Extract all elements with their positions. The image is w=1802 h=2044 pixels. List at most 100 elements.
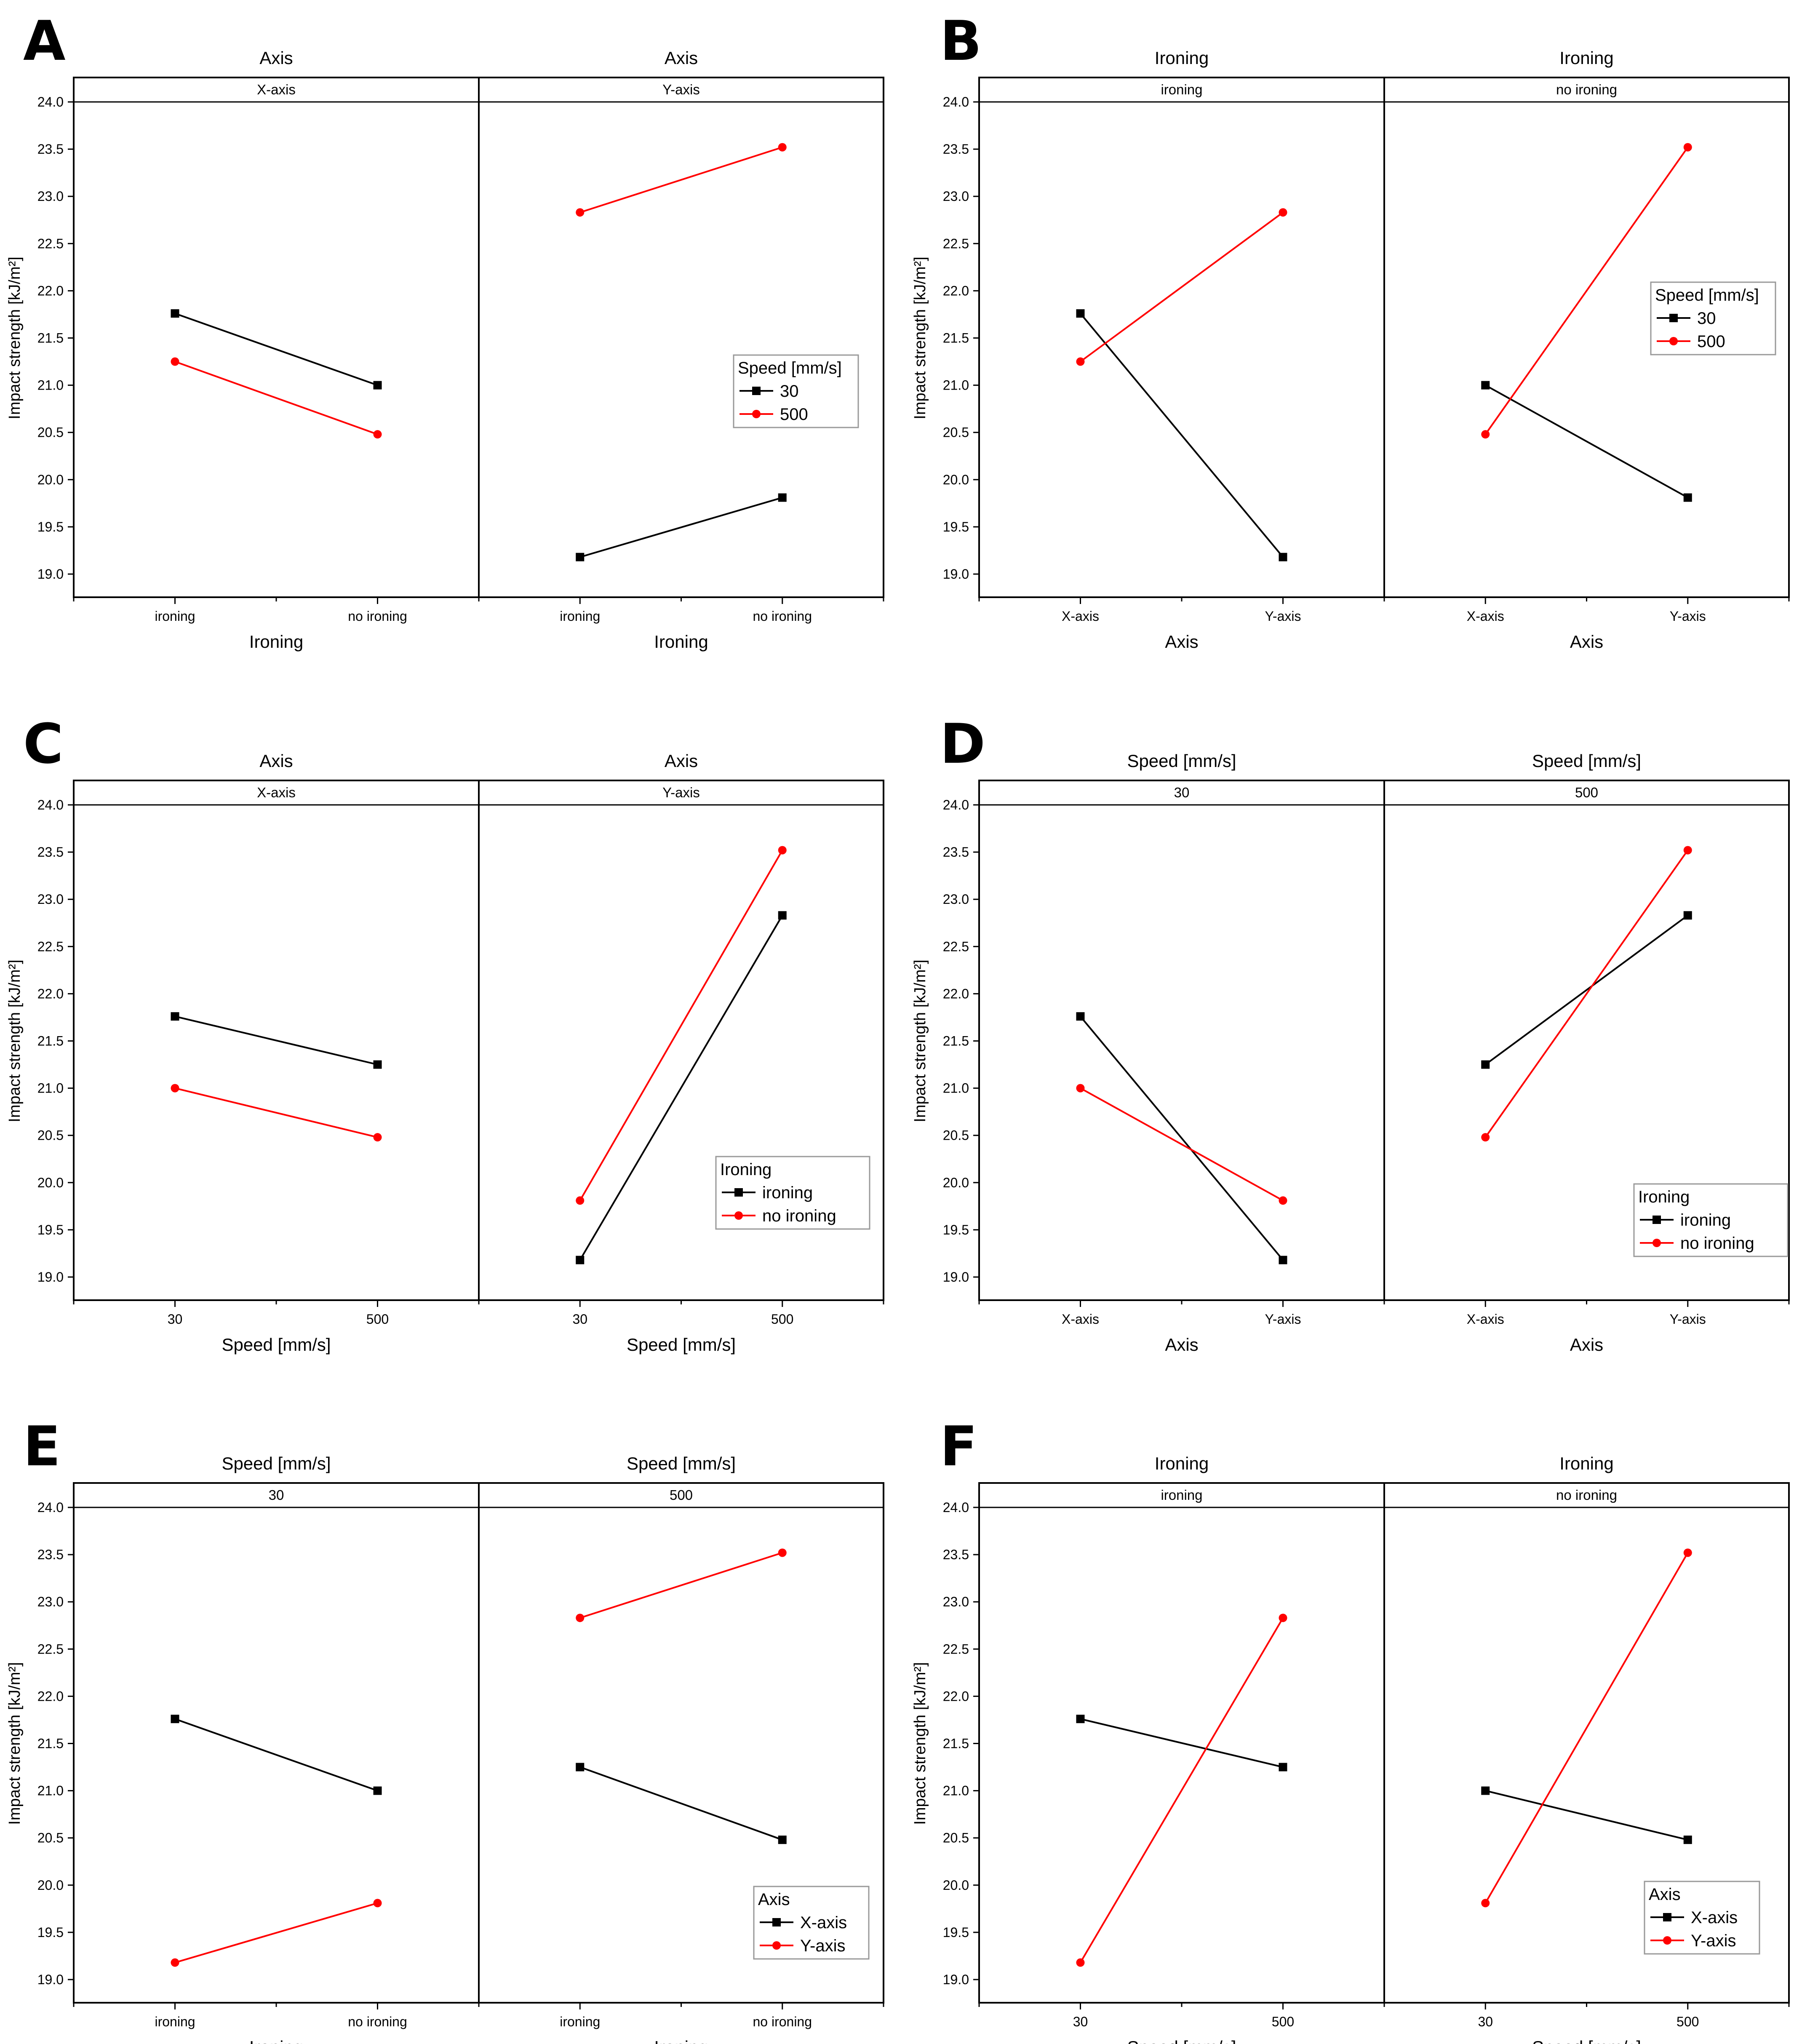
legend-entry: no ironing [762, 1207, 836, 1225]
data-point [1279, 208, 1287, 217]
data-point [171, 1012, 179, 1021]
legend-marker [772, 1918, 781, 1926]
y-tick-label: 21.5 [943, 1034, 969, 1049]
x-axis-label: Ironing [249, 2037, 303, 2044]
data-point [1076, 309, 1085, 318]
data-point [1683, 143, 1692, 152]
data-point [1683, 1836, 1692, 1844]
data-point [576, 553, 585, 561]
y-axis-label: Impact strength [kJ/m²] [6, 959, 24, 1122]
panel-letter: B [940, 9, 982, 73]
y-tick-label: 23.0 [37, 1594, 64, 1609]
facet-title: Speed [mm/s] [627, 1454, 736, 1473]
y-tick-label: 21.5 [943, 1736, 969, 1751]
y-axis-label: Impact strength [kJ/m²] [911, 1662, 929, 1825]
x-tick-label: ironing [155, 2014, 195, 2029]
legend: Speed [mm/s] 30 500 [1650, 281, 1776, 355]
x-tick-label: 30 [1478, 2014, 1493, 2029]
series-line-ironing [1079, 1015, 1284, 1261]
data-point [171, 1958, 179, 1967]
y-tick-label: 24.0 [37, 1500, 64, 1515]
facet-strip-label: X-axis [257, 785, 296, 800]
y-tick-label: 24.0 [943, 94, 969, 110]
legend-title: Axis [758, 1890, 790, 1909]
x-tick-label: no ironing [348, 609, 407, 624]
legend-title: Speed [mm/s] [738, 359, 842, 377]
legend-marker [734, 1188, 743, 1197]
facet-strip-label: Y-axis [662, 82, 700, 97]
y-tick-label: 20.0 [943, 1878, 969, 1893]
series-line-30 [174, 313, 378, 386]
x-tick-label: X-axis [1062, 1312, 1099, 1327]
y-tick-label: 19.5 [37, 1925, 64, 1940]
y-tick-label: 21.5 [37, 1736, 64, 1751]
y-tick-label: 22.5 [943, 236, 969, 251]
x-tick-label: X-axis [1467, 1312, 1504, 1327]
panel-letter: C [23, 712, 63, 776]
x-tick-label: Y-axis [1265, 1312, 1301, 1327]
y-tick-label: 23.0 [37, 892, 64, 907]
y-tick-label: 19.0 [943, 1972, 969, 1987]
y-tick-label: 20.5 [37, 1830, 64, 1846]
x-tick-label: 500 [771, 1312, 793, 1327]
legend-marker [752, 387, 761, 395]
x-tick-label: Y-axis [1265, 609, 1301, 624]
y-tick-label: 21.0 [37, 1081, 64, 1096]
panel-letter: D [940, 712, 985, 776]
y-tick-label: 23.5 [943, 1547, 969, 1562]
y-tick-label: 24.0 [37, 94, 64, 110]
data-point [778, 1836, 787, 1844]
facet-title: Speed [mm/s] [1127, 751, 1236, 771]
data-point [576, 1614, 585, 1622]
y-tick-label: 19.5 [37, 519, 64, 534]
data-point [778, 143, 787, 152]
legend-entry: no ironing [1680, 1234, 1754, 1253]
x-tick-label: 30 [572, 1312, 587, 1327]
data-point [1481, 1786, 1490, 1795]
series-line-30 [1079, 313, 1284, 558]
legend-marker [772, 1941, 781, 1950]
y-tick-label: 23.5 [37, 844, 64, 860]
y-tick-label: 22.5 [37, 939, 64, 954]
y-tick-label: 23.5 [943, 844, 969, 860]
facet-title: Speed [mm/s] [222, 1454, 331, 1473]
facet-strip-label: 500 [1575, 785, 1598, 800]
x-tick-label: 500 [1677, 2014, 1699, 2029]
data-point [778, 911, 787, 920]
data-point [1279, 1256, 1287, 1264]
y-tick-label: 20.0 [37, 472, 64, 487]
legend-entry: X-axis [1691, 1908, 1738, 1927]
y-tick-label: 23.5 [37, 1547, 64, 1562]
y-tick-label: 23.0 [943, 189, 969, 204]
x-tick-label: Y-axis [1670, 1312, 1706, 1327]
y-tick-label: 20.5 [943, 425, 969, 440]
y-tick-label: 20.5 [37, 425, 64, 440]
data-point [1279, 1614, 1287, 1622]
panel-b: B Ironing ironing Ironing no ironing 19.0 19.5… [911, 9, 1790, 652]
data-point [373, 381, 382, 390]
facet-title: Speed [mm/s] [1532, 751, 1641, 771]
data-point [171, 309, 179, 318]
series-line-no-ironing [1484, 850, 1689, 1138]
facet-title: Axis [259, 751, 293, 771]
series-line-ironing [175, 1015, 378, 1066]
y-tick-label: 21.5 [943, 331, 969, 346]
x-axis-label: Speed [mm/s] [1532, 2037, 1641, 2044]
x-tick-label: 500 [1272, 2014, 1294, 2029]
legend: Ironing ironing no ironing [715, 1156, 870, 1230]
y-tick-label: 20.0 [943, 472, 969, 487]
y-tick-label: 19.0 [37, 1972, 64, 1987]
data-point [1076, 1958, 1085, 1967]
x-axis-label: Axis [1165, 632, 1198, 652]
y-tick-label: 20.0 [943, 1175, 969, 1190]
legend-entry: 500 [780, 405, 808, 424]
y-tick-label: 22.0 [943, 986, 969, 1001]
facet-strip-label: ironing [1161, 1487, 1202, 1503]
data-point [1076, 1012, 1085, 1021]
data-point [1279, 1196, 1287, 1205]
data-point [1481, 1133, 1490, 1142]
legend-marker [752, 410, 761, 418]
series-line-ironing [1485, 914, 1688, 1066]
x-axis-label: Ironing [249, 632, 303, 652]
y-tick-label: 22.5 [37, 236, 64, 251]
